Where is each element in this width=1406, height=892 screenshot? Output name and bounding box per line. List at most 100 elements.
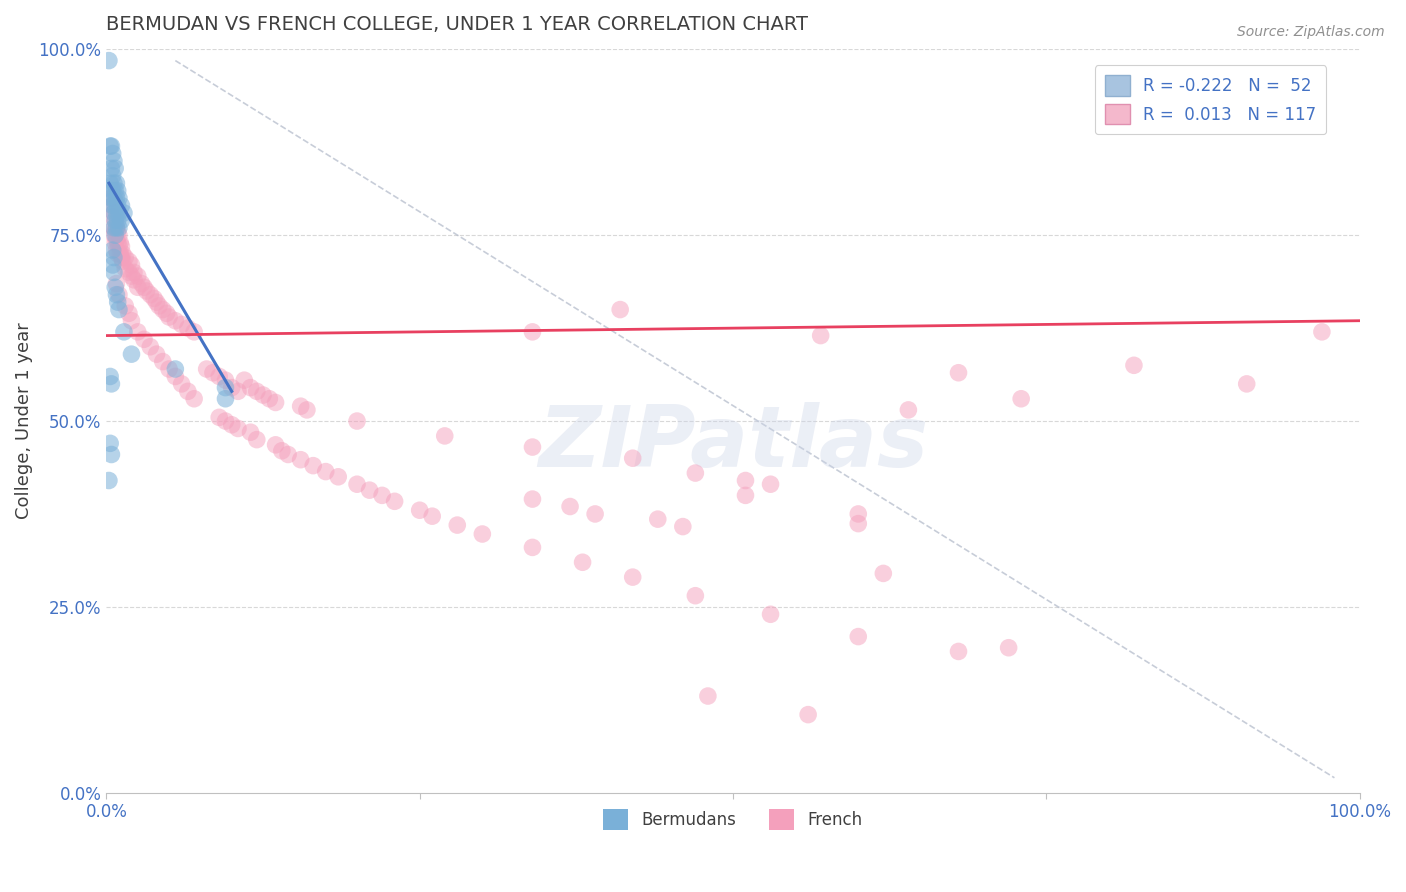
Point (384, 494, 406, 508)
Point (107, 198, 129, 212)
Point (121, 347, 143, 361)
Point (100, 139, 122, 153)
Point (759, 607, 782, 622)
Point (797, 707, 820, 722)
Point (107, 184, 129, 198)
Point (259, 392, 281, 406)
Point (810, 328, 832, 343)
Point (108, 247, 131, 261)
Point (685, 466, 707, 480)
Point (103, 265, 125, 279)
Point (302, 458, 325, 473)
Point (103, 251, 125, 265)
Point (105, 243, 128, 257)
Point (152, 302, 174, 317)
Point (433, 429, 456, 443)
Point (195, 362, 218, 376)
Point (114, 261, 136, 276)
Point (270, 443, 292, 458)
Point (114, 251, 136, 265)
Point (621, 451, 644, 466)
Point (734, 474, 756, 488)
Point (685, 589, 707, 603)
Point (239, 425, 262, 440)
Point (277, 448, 299, 462)
Point (208, 369, 231, 384)
Point (108, 191, 131, 205)
Point (246, 384, 269, 399)
Point (100, 161, 122, 176)
Point (233, 373, 256, 387)
Point (315, 465, 337, 479)
Point (1123, 359, 1146, 373)
Point (118, 306, 141, 320)
Point (104, 225, 127, 239)
Point (103, 228, 125, 243)
Point (112, 325, 135, 339)
Legend: Bermudans, French: Bermudans, French (596, 803, 870, 837)
Point (522, 492, 544, 507)
Point (246, 433, 269, 447)
Point (101, 146, 124, 161)
Point (621, 570, 644, 584)
Point (104, 280, 127, 294)
Point (104, 161, 127, 176)
Point (105, 176, 128, 190)
Point (252, 388, 274, 402)
Point (165, 362, 187, 376)
Point (208, 410, 231, 425)
Point (328, 470, 350, 484)
Point (214, 414, 236, 428)
Point (1310, 325, 1333, 339)
Point (139, 287, 162, 301)
Point (105, 206, 128, 220)
Point (108, 220, 131, 235)
Point (100, 191, 122, 205)
Point (101, 198, 124, 212)
Point (108, 287, 131, 301)
Point (214, 381, 236, 395)
Point (1236, 376, 1258, 391)
Point (201, 366, 224, 380)
Point (672, 519, 695, 533)
Point (105, 191, 128, 205)
Text: BERMUDAN VS FRENCH COLLEGE, UNDER 1 YEAR CORRELATION CHART: BERMUDAN VS FRENCH COLLEGE, UNDER 1 YEAR… (107, 15, 808, 34)
Point (107, 295, 129, 310)
Point (155, 306, 177, 320)
Point (103, 153, 125, 168)
Point (103, 176, 125, 190)
Point (100, 191, 122, 205)
Point (104, 184, 127, 198)
Point (97, 54, 120, 68)
Point (104, 228, 127, 243)
Point (122, 273, 145, 287)
Point (104, 213, 127, 227)
Point (371, 488, 394, 502)
Point (98, 436, 121, 450)
Point (846, 507, 869, 521)
Point (105, 287, 128, 301)
Point (522, 541, 544, 555)
Point (139, 340, 162, 354)
Point (408, 503, 430, 517)
Point (143, 292, 166, 306)
Point (108, 302, 131, 317)
Point (101, 258, 124, 272)
Point (558, 500, 581, 514)
Point (897, 403, 920, 417)
Point (118, 265, 141, 279)
Point (359, 483, 381, 498)
Point (583, 507, 606, 521)
Point (145, 295, 167, 310)
Point (170, 318, 193, 332)
Point (145, 347, 167, 361)
Point (105, 277, 128, 291)
Point (226, 421, 249, 435)
Point (239, 381, 262, 395)
Point (696, 689, 718, 703)
Point (846, 630, 869, 644)
Point (105, 220, 128, 235)
Point (157, 362, 180, 376)
Point (214, 392, 236, 406)
Point (170, 376, 193, 391)
